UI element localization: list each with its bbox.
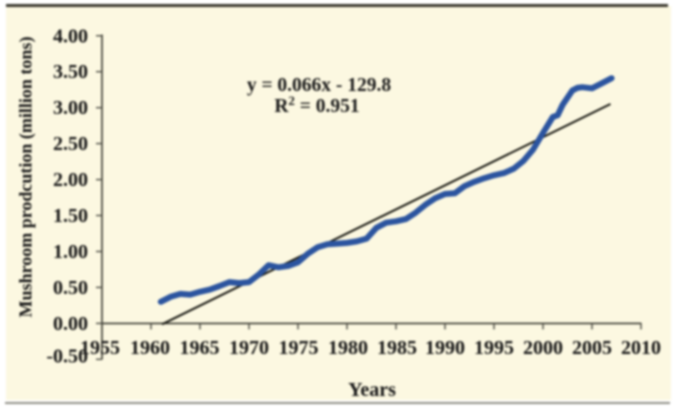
svg-text:1995: 1995 [474, 337, 514, 359]
svg-text:1965: 1965 [180, 337, 220, 359]
svg-text:2005: 2005 [572, 337, 612, 359]
svg-text:2000: 2000 [523, 337, 563, 359]
svg-text:2.50: 2.50 [53, 133, 88, 155]
svg-text:1975: 1975 [279, 337, 319, 359]
svg-text:0.50: 0.50 [53, 277, 88, 299]
svg-text:-0.50: -0.50 [46, 345, 88, 367]
svg-text:y = 0.066x - 129.8: y = 0.066x - 129.8 [247, 75, 392, 96]
svg-text:3.50: 3.50 [53, 61, 88, 83]
svg-text:1980: 1980 [328, 337, 368, 359]
svg-text:2010: 2010 [621, 337, 661, 359]
svg-text:0.00: 0.00 [53, 313, 88, 335]
svg-text:Mushroom prodcution (million t: Mushroom prodcution (million tons) [16, 37, 37, 318]
svg-text:Years: Years [348, 379, 396, 401]
svg-text:1985: 1985 [377, 337, 417, 359]
svg-text:4.00: 4.00 [53, 25, 88, 47]
svg-text:2.00: 2.00 [53, 169, 88, 191]
svg-text:1970: 1970 [229, 337, 269, 359]
svg-text:1.50: 1.50 [53, 205, 88, 227]
svg-text:1960: 1960 [130, 337, 170, 359]
svg-text:1990: 1990 [425, 337, 465, 359]
svg-text:3.00: 3.00 [53, 97, 88, 119]
svg-text:1955: 1955 [80, 337, 120, 359]
svg-text:1.00: 1.00 [53, 241, 88, 263]
svg-text:R2 = 0.951: R2 = 0.951 [274, 93, 359, 118]
